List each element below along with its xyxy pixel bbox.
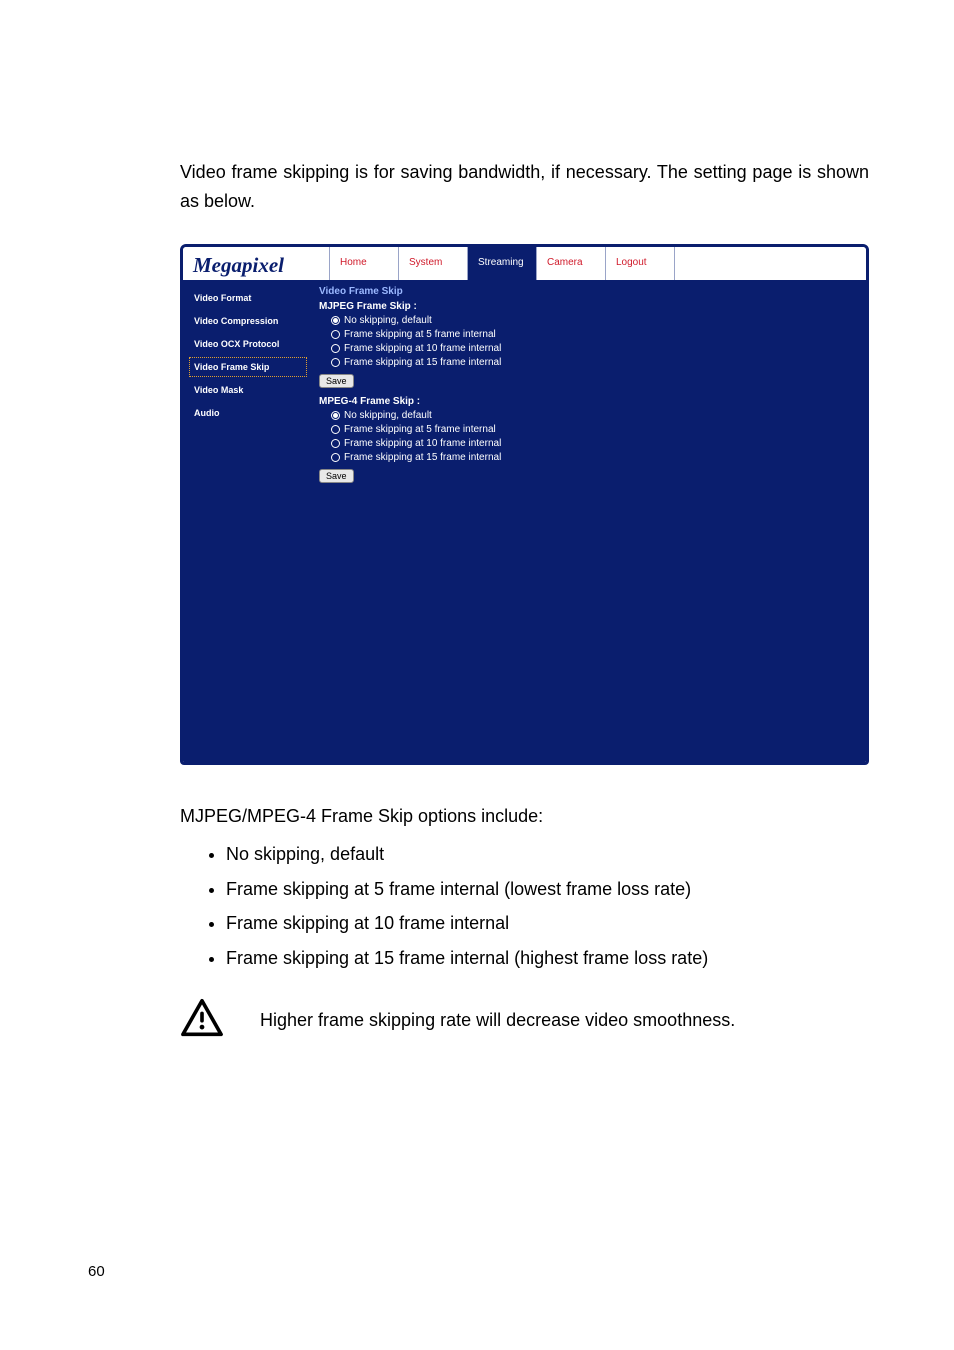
sidebar-item-video-mask[interactable]: Video Mask — [189, 380, 307, 400]
radio-option[interactable]: No skipping, default — [331, 410, 856, 421]
top-tabs: HomeSystemStreamingCameraLogout — [330, 247, 866, 280]
radio-icon[interactable] — [331, 411, 340, 420]
radio-option[interactable]: Frame skipping at 10 frame internal — [331, 438, 856, 449]
radio-label: Frame skipping at 5 frame internal — [344, 329, 496, 340]
main-panel: Video Frame Skip MJPEG Frame Skip : No sk… — [313, 282, 866, 762]
list-item: Frame skipping at 5 frame internal (lowe… — [226, 874, 869, 905]
sidebar-item-video-frame-skip[interactable]: Video Frame Skip — [189, 357, 307, 377]
radio-option[interactable]: Frame skipping at 15 frame internal — [331, 452, 856, 463]
sidebar-item-video-ocx-protocol[interactable]: Video OCX Protocol — [189, 334, 307, 354]
radio-icon[interactable] — [331, 425, 340, 434]
list-item: No skipping, default — [226, 839, 869, 870]
save-button[interactable]: Save — [319, 469, 354, 483]
radio-icon[interactable] — [331, 439, 340, 448]
list-item: Frame skipping at 15 frame internal (hig… — [226, 943, 869, 974]
tab-home[interactable]: Home — [330, 247, 399, 280]
radio-option[interactable]: Frame skipping at 5 frame internal — [331, 329, 856, 340]
radio-label: Frame skipping at 5 frame internal — [344, 424, 496, 435]
brand-logo: Megapixel — [183, 247, 330, 280]
group-title: MJPEG Frame Skip : — [319, 301, 856, 312]
radio-option[interactable]: Frame skipping at 10 frame internal — [331, 343, 856, 354]
note-text: Higher frame skipping rate will decrease… — [260, 1010, 735, 1031]
panel-title: Video Frame Skip — [319, 286, 856, 297]
tab-streaming[interactable]: Streaming — [468, 247, 537, 280]
options-list: No skipping, default Frame skipping at 5 … — [180, 839, 869, 973]
radio-icon[interactable] — [331, 316, 340, 325]
radio-option[interactable]: Frame skipping at 15 frame internal — [331, 357, 856, 368]
radio-icon[interactable] — [331, 330, 340, 339]
radio-icon[interactable] — [331, 453, 340, 462]
sidebar: Video Format Video Compression Video OCX P… — [183, 282, 313, 762]
radio-label: Frame skipping at 10 frame internal — [344, 438, 501, 449]
sidebar-item-audio[interactable]: Audio — [189, 403, 307, 423]
radio-label: No skipping, default — [344, 410, 432, 421]
tab-camera[interactable]: Camera — [537, 247, 606, 280]
radio-icon[interactable] — [331, 344, 340, 353]
page-number: 60 — [88, 1263, 105, 1280]
sidebar-item-video-compression[interactable]: Video Compression — [189, 311, 307, 331]
group-title: MPEG-4 Frame Skip : — [319, 396, 856, 407]
warning-icon — [180, 998, 224, 1043]
radio-label: No skipping, default — [344, 315, 432, 326]
radio-label: Frame skipping at 15 frame internal — [344, 452, 501, 463]
sidebar-item-video-format[interactable]: Video Format — [189, 288, 307, 308]
radio-label: Frame skipping at 15 frame internal — [344, 357, 501, 368]
radio-icon[interactable] — [331, 358, 340, 367]
screenshot-header: Megapixel HomeSystemStreamingCameraLogou… — [183, 247, 866, 282]
list-item: Frame skipping at 10 frame internal — [226, 908, 869, 939]
tab-logout[interactable]: Logout — [606, 247, 675, 280]
tab-spacer — [675, 247, 866, 280]
settings-screenshot: Megapixel HomeSystemStreamingCameraLogou… — [180, 244, 869, 765]
intro-paragraph: Video frame skipping is for saving bandw… — [180, 158, 869, 216]
radio-option[interactable]: No skipping, default — [331, 315, 856, 326]
radio-option[interactable]: Frame skipping at 5 frame internal — [331, 424, 856, 435]
options-intro: MJPEG/MPEG-4 Frame Skip options include: — [180, 801, 869, 832]
tab-system[interactable]: System — [399, 247, 468, 280]
radio-label: Frame skipping at 10 frame internal — [344, 343, 501, 354]
save-button[interactable]: Save — [319, 374, 354, 388]
